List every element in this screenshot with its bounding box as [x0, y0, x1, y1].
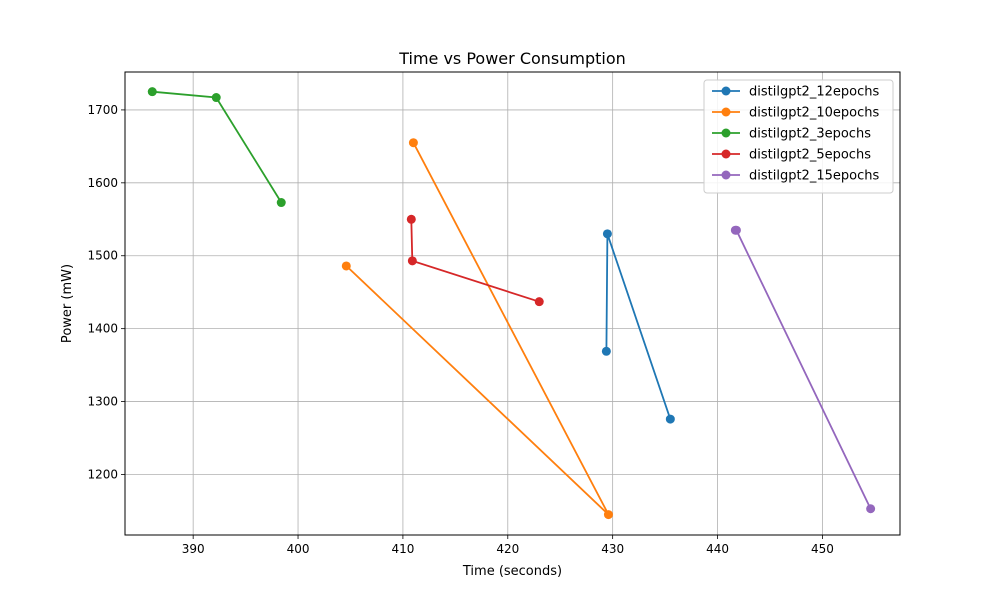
y-tick-label: 1300 — [87, 395, 118, 409]
data-point — [406, 214, 416, 224]
data-point — [407, 256, 417, 266]
legend-marker — [721, 170, 731, 180]
legend-box — [703, 79, 894, 194]
data-point — [866, 504, 876, 514]
data-point — [601, 346, 611, 356]
legend-label: distilgpt2_15epochs — [749, 169, 879, 184]
y-tick-label: 1200 — [87, 467, 118, 481]
series-distilgpt2_3epochs — [147, 87, 286, 208]
series-distilgpt2_12epochs — [601, 229, 675, 424]
legend-marker — [721, 107, 731, 117]
data-point — [147, 87, 157, 97]
series-distilgpt2_5epochs — [406, 214, 544, 307]
x-tick-label: 420 — [496, 542, 519, 556]
x-axis-label: Time (seconds) — [462, 564, 562, 579]
x-tick-label: 440 — [706, 542, 729, 556]
legend-label: distilgpt2_10epochs — [749, 106, 879, 121]
data-point — [276, 198, 286, 208]
legend-item: distilgpt2_10epochs — [712, 106, 879, 121]
ticks-layer: 390 400 410 420 430 440 450 1200 1300 1400 1500 160… — [87, 103, 833, 556]
y-tick-label: 1600 — [87, 176, 118, 190]
legend-item: distilgpt2_12epochs — [712, 85, 879, 100]
x-tick-label: 390 — [182, 542, 205, 556]
plot-frame — [124, 71, 901, 536]
x-tick-label: 400 — [287, 542, 310, 556]
data-point — [408, 138, 418, 148]
x-tick-label: 410 — [391, 542, 414, 556]
x-tick-label: 450 — [811, 542, 834, 556]
y-axis-label: Power (mW) — [60, 264, 75, 343]
legend-item: distilgpt2_15epochs — [712, 169, 879, 184]
series-distilgpt2_10epochs — [341, 138, 613, 520]
data-point — [731, 225, 741, 235]
y-tick-label: 1500 — [87, 249, 118, 263]
series-distilgpt2_15epochs — [730, 225, 876, 514]
series-line — [605, 233, 672, 420]
x-tick-label: 430 — [601, 542, 624, 556]
legend-label: distilgpt2_3epochs — [749, 127, 871, 142]
series-line — [735, 229, 872, 510]
chart-title: Time vs Power Consumption — [398, 49, 626, 68]
data-point — [602, 229, 612, 239]
series-layer — [147, 87, 876, 520]
data-point — [341, 261, 351, 271]
data-point — [665, 414, 675, 424]
data-point — [534, 297, 544, 307]
data-point — [603, 510, 613, 520]
series-line — [152, 90, 283, 203]
legend-label: distilgpt2_5epochs — [749, 148, 871, 163]
legend-item: distilgpt2_3epochs — [712, 127, 871, 142]
data-point — [211, 93, 221, 103]
y-tick-label: 1700 — [87, 103, 118, 117]
legend-marker — [721, 128, 731, 138]
y-tick-label: 1400 — [87, 322, 118, 336]
legend-marker — [721, 149, 731, 159]
legend-label: distilgpt2_12epochs — [749, 85, 879, 100]
legend-item: distilgpt2_5epochs — [712, 148, 871, 163]
legend-marker — [721, 86, 731, 96]
legend: distilgpt2_12epochs distilgpt2_10epochsdi… — [703, 79, 894, 194]
